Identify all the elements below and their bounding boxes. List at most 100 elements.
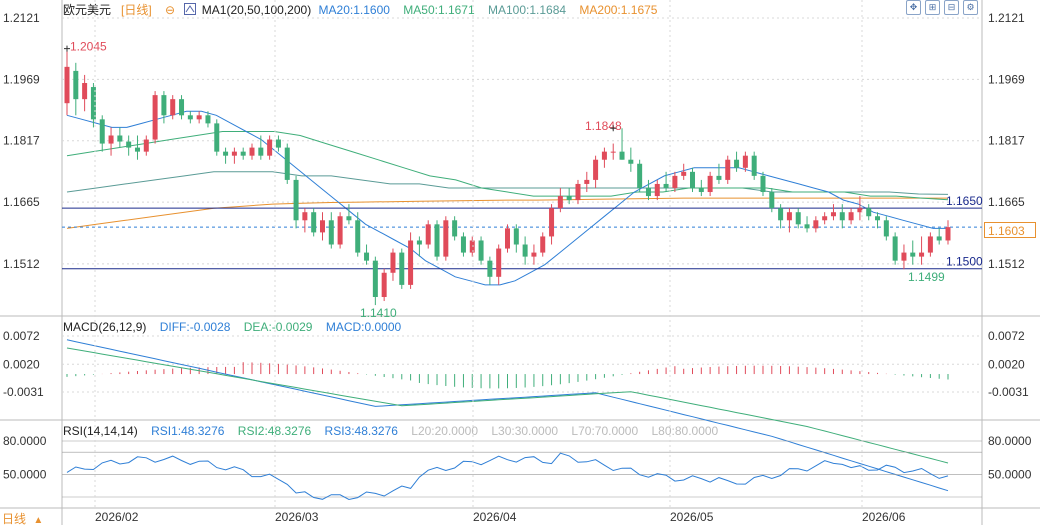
candle-body [742,155,748,168]
x-tick-label: 2026/04 [473,510,517,524]
ma50-value: MA50:1.1671 [403,3,475,17]
ma20-line [66,110,948,286]
caret-up-icon: ▲ [33,515,44,526]
price-tick-left: 1.1817 [3,134,40,148]
candle-body [311,212,317,233]
candle-body [822,216,828,221]
macd-tick-left: 0.0020 [3,357,40,371]
candle-body [734,159,740,168]
zoom-in-icon[interactable]: ⊞ [925,0,940,15]
settings-icon[interactable]: ⚙ [963,0,978,15]
macd-dea: DEA:-0.0029 [243,320,313,334]
candle-body [601,151,607,160]
candle-body [64,66,70,104]
candle-body [593,159,599,180]
candle-body [231,151,237,156]
candle-body [892,236,898,261]
price-tick-right: 1.2121 [988,11,1025,25]
candle-body [408,240,414,285]
candle-body [610,151,616,153]
candle-body [522,244,528,257]
move-icon[interactable]: ✥ [906,0,921,15]
annotation-low: 1.1410 [360,306,397,320]
candle-body [716,175,722,180]
rsi-l30: L30:30.0000 [491,424,559,438]
price-tick-right: 1.1969 [988,72,1025,86]
candle-body [672,175,678,188]
rsi2-value: RSI2:48.3276 [237,424,312,438]
annotation-high-marker [64,45,70,52]
candle-body [99,119,105,144]
period-label[interactable]: [日线] [121,3,152,17]
rsi-tick-left: 50.0000 [3,468,47,482]
candle-body [795,212,801,225]
candle-body [910,252,916,257]
macd-diff-line [66,339,949,492]
current-price-tag: 1.1603 [984,222,1036,238]
candle-body [469,240,475,253]
candle-body [152,95,158,140]
rsi3-value: RSI3:48.3276 [324,424,398,438]
ma200-value: MA200:1.1675 [579,3,658,17]
candle-body [82,83,88,100]
ma-indicator-icon[interactable] [184,3,197,15]
candle-body [434,224,440,257]
candle-body [337,216,343,245]
candle-body [187,115,193,120]
candle-body [769,192,775,209]
candle-body [381,272,387,297]
x-tick-label: 2026/06 [862,510,906,524]
x-tick-label: 2026/02 [95,510,139,524]
macd-tick-right: -0.0031 [988,385,1029,399]
candle-body [760,175,766,193]
candle-body [478,240,484,261]
macd-dea-line [66,347,949,464]
symbol-label: 欧元美元 [63,3,112,17]
x-tick-label: 2026/03 [275,510,319,524]
candle-body [531,252,537,257]
candle-body [258,147,264,156]
candle-body [786,212,792,221]
candle-body [848,212,854,221]
macd-legend: MACD(26,12,9) DIFF:-0.0028 DEA:-0.0029 M… [63,318,411,336]
rsi-tick-right: 80.0000 [988,434,1032,448]
candle-body [161,95,167,116]
candle-body [584,179,590,184]
candle-body [575,183,581,201]
candle-body [170,99,176,116]
rsi-legend: RSI(14,14,14) RSI1:48.3276 RSI2:48.3276 … [63,422,728,440]
price-tick-left: 1.1665 [3,195,40,209]
candle-body [126,141,132,148]
candle-body [196,115,202,120]
zoom-out-icon[interactable]: ⊟ [944,0,959,15]
price-tick-right: 1.1817 [988,134,1025,148]
candle-body [240,151,246,156]
candle-body [487,260,493,277]
candle-body [566,196,572,201]
macd-tick-left: -0.0031 [3,385,44,399]
price-tick-right: 1.1665 [988,195,1025,209]
macd-value: MACD:0.0000 [325,320,402,334]
candle-body [293,179,299,221]
candle-body [804,224,810,229]
period-footer[interactable]: 日线 ▲ [2,510,43,527]
circle-minus-icon[interactable]: ⊖ [165,3,176,17]
candle-body [425,224,431,245]
price-tick-left: 1.2121 [3,11,40,25]
candle-body [390,252,396,273]
candle-body [90,87,96,120]
candle-body [275,139,281,148]
candle-body [557,196,563,209]
candle-body [496,248,502,277]
candle-body [117,135,123,142]
annotation-peak-marker [610,125,617,132]
candle-body [284,147,290,180]
candle-body [513,228,519,245]
candle-body [645,187,651,197]
macd-tick-right: 0.0020 [988,357,1025,371]
footer-period-label: 日线 [2,512,27,526]
rsi-l70: L70:70.0000 [571,424,639,438]
ma100-line [66,171,949,195]
rsi1-value: RSI1:48.3276 [151,424,225,438]
